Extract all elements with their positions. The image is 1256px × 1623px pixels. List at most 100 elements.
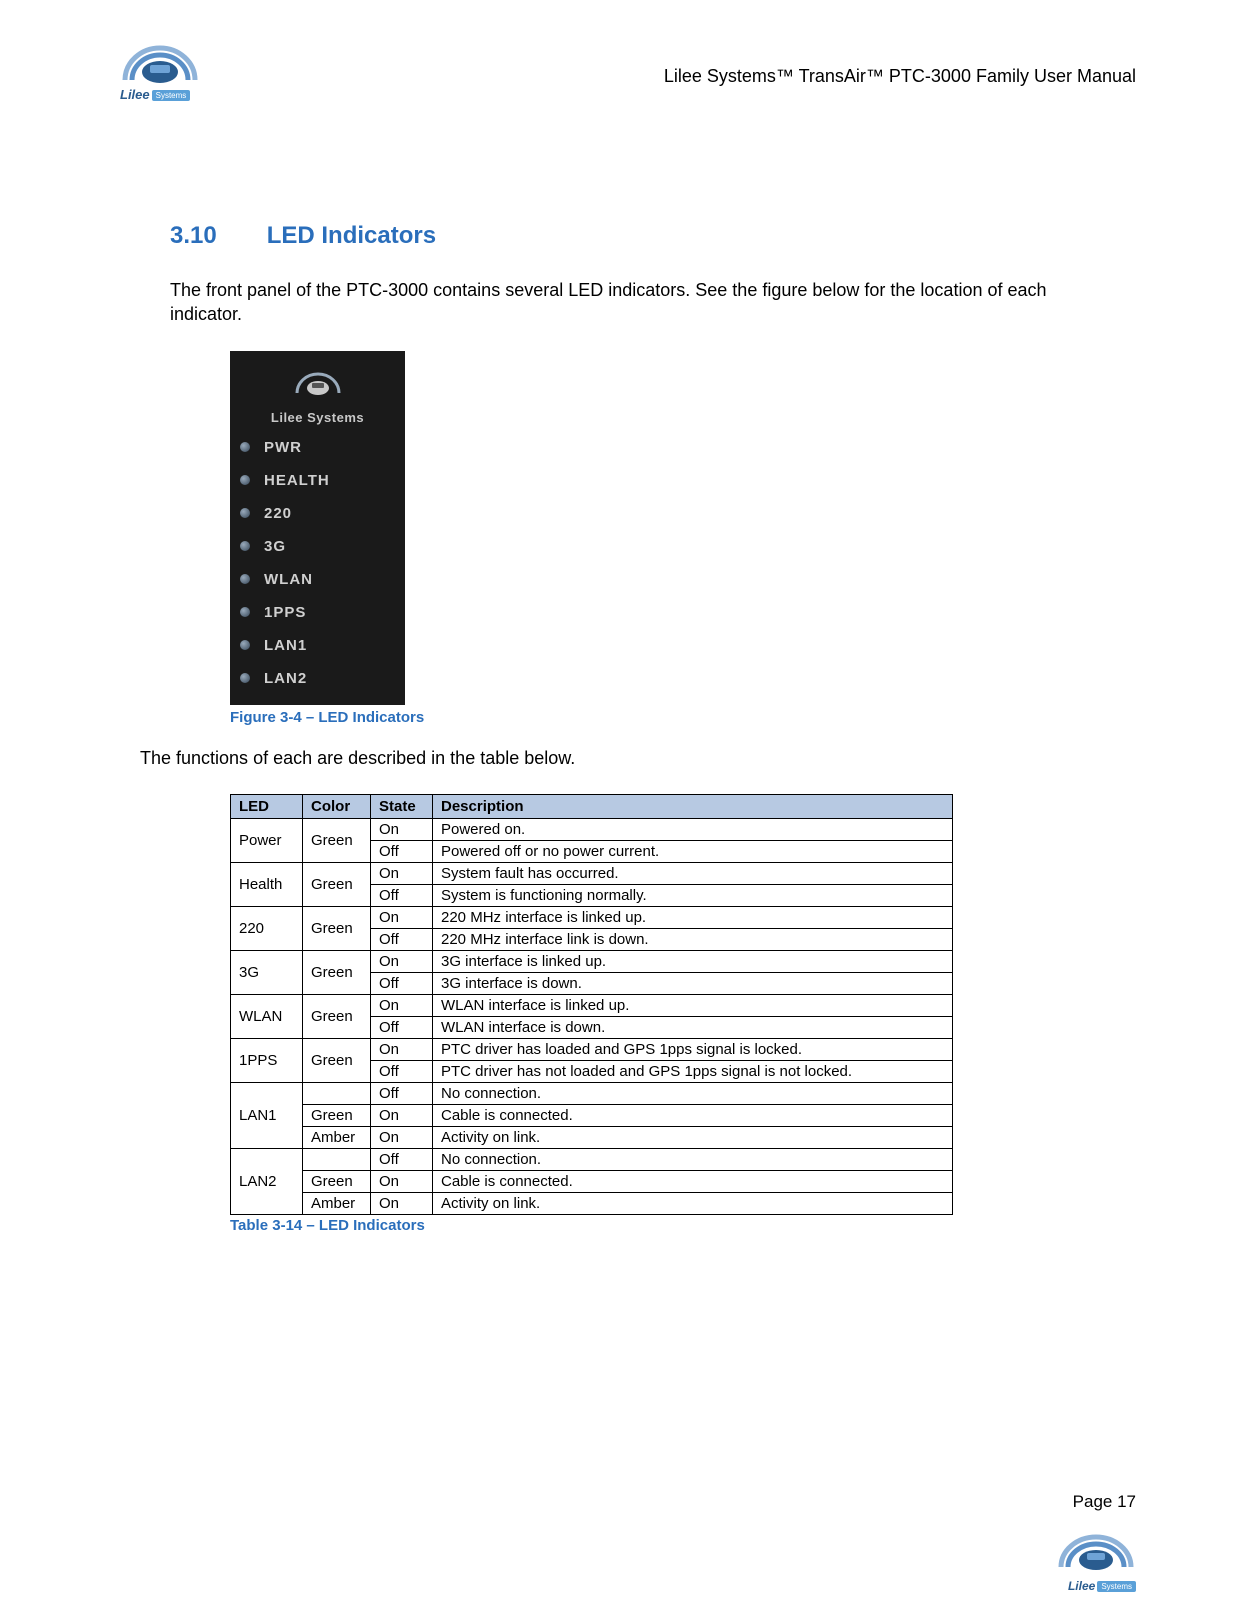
brand-logo-bottom: LileeSystems (1056, 1522, 1136, 1593)
led-label: LAN2 (264, 670, 307, 687)
cell-color: Green (303, 862, 371, 906)
cell-description: System is functioning normally. (433, 884, 953, 906)
cell-description: 3G interface is linked up. (433, 950, 953, 972)
cell-description: Powered on. (433, 818, 953, 840)
table-row: LAN2OffNo connection. (231, 1148, 953, 1170)
cell-description: System fault has occurred. (433, 862, 953, 884)
cell-state: On (371, 1170, 433, 1192)
table-row: LAN1OffNo connection. (231, 1082, 953, 1104)
table-header-cell: Description (433, 794, 953, 818)
cell-color: Green (303, 906, 371, 950)
cell-color: Amber (303, 1126, 371, 1148)
cell-state: On (371, 994, 433, 1016)
table-row: 3GGreenOn3G interface is linked up. (231, 950, 953, 972)
table-header-cell: LED (231, 794, 303, 818)
footer-brand-name-text: Lilee (1068, 1579, 1095, 1593)
cell-state: Off (371, 884, 433, 906)
cell-state: On (371, 862, 433, 884)
panel-led-row: HEALTH (230, 464, 405, 497)
section-heading: 3.10 LED Indicators (170, 222, 1116, 250)
table-row: HealthGreenOnSystem fault has occurred. (231, 862, 953, 884)
panel-led-row: PWR (230, 431, 405, 464)
panel-led-row: 1PPS (230, 596, 405, 629)
cell-description: Powered off or no power current. (433, 840, 953, 862)
cell-color: Green (303, 818, 371, 862)
cell-color: Green (303, 1038, 371, 1082)
table-caption: Table 3-14 – LED Indicators (230, 1217, 1116, 1234)
table-row: 220GreenOn220 MHz interface is linked up… (231, 906, 953, 928)
panel-led-rows: PWR HEALTH 220 3G WLAN 1PPSLAN1 LAN2 (230, 431, 405, 695)
cell-state: Off (371, 1082, 433, 1104)
cell-led: 220 (231, 906, 303, 950)
cell-state: On (371, 906, 433, 928)
section-number: 3.10 (170, 222, 217, 250)
cell-color (303, 1082, 371, 1104)
cell-color: Amber (303, 1192, 371, 1214)
cell-color: Green (303, 1170, 371, 1192)
content-area: 3.10 LED Indicators The front panel of th… (120, 222, 1136, 1234)
table-header-cell: State (371, 794, 433, 818)
led-dot-icon (240, 607, 250, 617)
cell-description: WLAN interface is down. (433, 1016, 953, 1038)
cell-color: Green (303, 994, 371, 1038)
page-header: LileeSystems Lilee Systems™ TransAir™ PT… (120, 30, 1136, 102)
cell-color (303, 1148, 371, 1170)
cell-description: 220 MHz interface is linked up. (433, 906, 953, 928)
section-title: LED Indicators (267, 222, 436, 249)
table-header-row: LEDColorStateDescription (231, 794, 953, 818)
panel-logo-icon (230, 359, 405, 410)
cell-description: WLAN interface is linked up. (433, 994, 953, 1016)
brand-logo-top: LileeSystems (120, 30, 210, 102)
brand-name: LileeSystems (120, 87, 210, 102)
cell-state: On (371, 1104, 433, 1126)
led-dot-icon (240, 673, 250, 683)
cell-state: Off (371, 972, 433, 994)
led-label: 220 (264, 505, 292, 522)
panel-brand-text: Lilee Systems (230, 410, 405, 431)
cell-description: Activity on link. (433, 1192, 953, 1214)
led-label: PWR (264, 439, 302, 456)
figure-3-4: Lilee Systems PWR HEALTH 220 3G WLAN 1PPSLAN1… (230, 351, 1116, 726)
document-title: Lilee Systems™ TransAir™ PTC-3000 Family… (664, 46, 1136, 87)
cell-led: LAN1 (231, 1082, 303, 1148)
cell-state: On (371, 950, 433, 972)
led-panel-photo: Lilee Systems PWR HEALTH 220 3G WLAN 1PPSLAN1… (230, 351, 405, 705)
cell-led: 1PPS (231, 1038, 303, 1082)
table-row: GreenOnCable is connected. (231, 1104, 953, 1126)
cell-led: 3G (231, 950, 303, 994)
cell-state: Off (371, 1148, 433, 1170)
cell-led: Power (231, 818, 303, 862)
table-row: AmberOnActivity on link. (231, 1192, 953, 1214)
brand-tag: Systems (152, 90, 191, 101)
table-row: GreenOnCable is connected. (231, 1170, 953, 1192)
footer-brand-tag: Systems (1097, 1581, 1136, 1592)
cell-description: 220 MHz interface link is down. (433, 928, 953, 950)
cell-description: No connection. (433, 1082, 953, 1104)
cell-state: Off (371, 928, 433, 950)
brand-name-text: Lilee (120, 87, 150, 102)
panel-led-row: WLAN (230, 563, 405, 596)
footer-brand-name: LileeSystems (1056, 1579, 1136, 1593)
led-label: 3G (264, 538, 286, 555)
panel-led-row: LAN2 (230, 662, 405, 695)
intro-paragraph: The front panel of the PTC-3000 contains… (170, 278, 1116, 327)
led-label: WLAN (264, 571, 313, 588)
cell-description: Cable is connected. (433, 1170, 953, 1192)
page: LileeSystems Lilee Systems™ TransAir™ PT… (0, 0, 1256, 1623)
after-figure-paragraph: The functions of each are described in t… (140, 746, 1116, 770)
cell-state: Off (371, 1016, 433, 1038)
led-dot-icon (240, 541, 250, 551)
cell-state: On (371, 1126, 433, 1148)
led-dot-icon (240, 640, 250, 650)
panel-led-row: 220 (230, 497, 405, 530)
table-header-cell: Color (303, 794, 371, 818)
panel-led-row: 3G (230, 530, 405, 563)
panel-led-row: LAN1 (230, 629, 405, 662)
led-dot-icon (240, 475, 250, 485)
table-row: PowerGreenOnPowered on. (231, 818, 953, 840)
led-dot-icon (240, 442, 250, 452)
cell-color: Green (303, 950, 371, 994)
cell-state: Off (371, 840, 433, 862)
table-body: PowerGreenOnPowered on.OffPowered off or… (231, 818, 953, 1214)
cell-state: On (371, 1192, 433, 1214)
